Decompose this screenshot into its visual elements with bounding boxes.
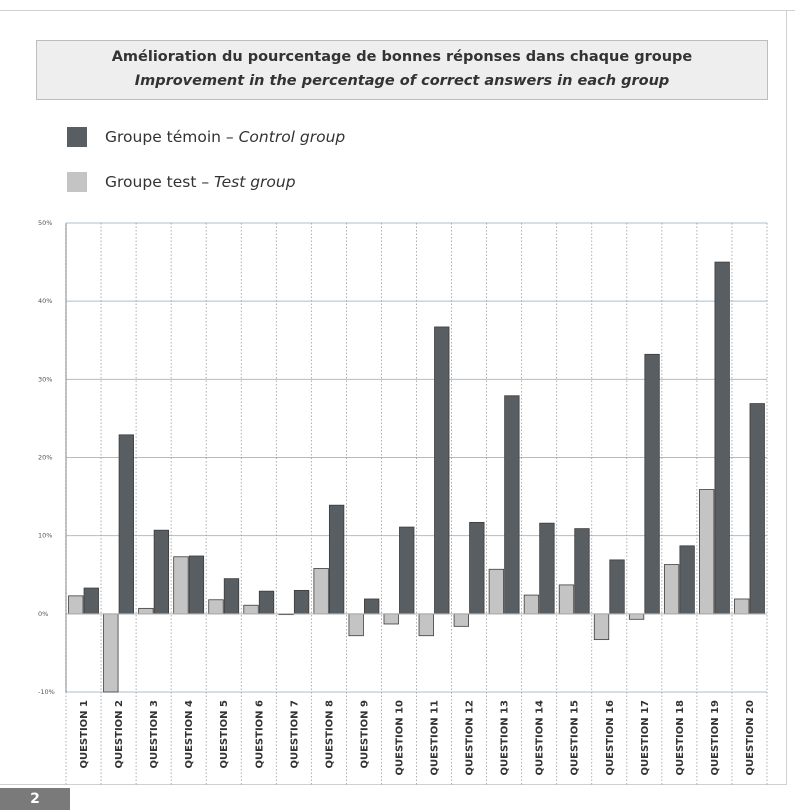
y-tick-label: -10% bbox=[38, 688, 55, 696]
legend-label-control-fr: Groupe témoin bbox=[105, 128, 221, 146]
bar-control bbox=[83, 587, 99, 615]
bar-control bbox=[504, 395, 520, 615]
y-tick-label: 30% bbox=[38, 375, 52, 383]
bar-control bbox=[223, 578, 240, 615]
legend-label-test-dash: – bbox=[201, 173, 210, 191]
legend-label-test-fr: Groupe test bbox=[105, 173, 197, 191]
x-tick-label: QUESTION 13 bbox=[500, 700, 511, 776]
chart-title-english: Improvement in the percentage of correct… bbox=[134, 73, 670, 89]
x-tick-label: QUESTION 10 bbox=[394, 700, 405, 776]
bar-control bbox=[574, 528, 590, 615]
legend-label-test: Groupe test – Test group bbox=[105, 173, 296, 191]
bar-control bbox=[749, 403, 765, 615]
bar-test bbox=[103, 613, 119, 693]
page-top-rule bbox=[0, 10, 795, 11]
x-tick-label: QUESTION 1 bbox=[79, 700, 90, 769]
bar-control bbox=[364, 598, 380, 615]
bar-control bbox=[258, 590, 275, 615]
x-tick-label: QUESTION 17 bbox=[640, 700, 651, 776]
x-tick-label: QUESTION 4 bbox=[184, 700, 195, 769]
bar-test bbox=[348, 613, 364, 637]
x-tick-label: QUESTION 3 bbox=[149, 700, 160, 769]
y-tick-label: 50% bbox=[38, 219, 52, 227]
bar-control bbox=[188, 555, 205, 615]
bar-control bbox=[153, 529, 170, 615]
chart-title-french: Amélioration du pourcentage de bonnes ré… bbox=[111, 49, 693, 65]
x-tick-label: QUESTION 8 bbox=[324, 700, 335, 769]
x-tick-label: QUESTION 18 bbox=[675, 700, 686, 776]
bar-control bbox=[434, 326, 450, 615]
legend-label-control-dash: – bbox=[225, 128, 234, 146]
page-right-rule bbox=[786, 10, 787, 784]
bar-test bbox=[699, 489, 715, 615]
bar-test bbox=[734, 598, 750, 615]
bar-control bbox=[328, 504, 345, 615]
bar-control bbox=[118, 434, 134, 615]
bar-test bbox=[418, 613, 434, 637]
bar-test bbox=[68, 595, 84, 615]
bar-control bbox=[679, 545, 695, 615]
page-number: 2 bbox=[0, 788, 70, 810]
chart-title-box: Amélioration du pourcentage de bonnes ré… bbox=[36, 40, 768, 100]
bar-test bbox=[523, 594, 540, 615]
bar-test bbox=[208, 599, 224, 615]
x-tick-label: QUESTION 11 bbox=[430, 700, 441, 776]
x-tick-label: QUESTION 15 bbox=[570, 700, 581, 776]
x-tick-label: QUESTION 20 bbox=[745, 700, 756, 776]
bar-test bbox=[593, 613, 610, 641]
bar-control bbox=[539, 522, 555, 615]
x-tick-label: QUESTION 9 bbox=[359, 700, 370, 769]
bar-control bbox=[399, 526, 415, 615]
bar-test bbox=[558, 584, 575, 615]
y-tick-label: 40% bbox=[38, 297, 52, 305]
legend-swatch-test bbox=[67, 172, 87, 192]
y-axis-ticks: -10% 0% 10% 20% 30% 40% 50% bbox=[38, 219, 55, 696]
x-axis-labels: QUESTION 1 QUESTION 2 QUESTION 3 QUESTION 4… bbox=[65, 223, 768, 785]
x-tick-label: QUESTION 7 bbox=[289, 700, 300, 769]
bars bbox=[68, 261, 765, 693]
bar-test bbox=[488, 568, 505, 615]
x-tick-label: QUESTION 2 bbox=[114, 700, 125, 769]
page-bottom-rule bbox=[0, 784, 787, 785]
bar-test bbox=[663, 564, 680, 615]
bar-test bbox=[383, 613, 399, 625]
bar-control bbox=[293, 589, 310, 615]
y-tick-label: 10% bbox=[38, 532, 52, 540]
x-tick-label: QUESTION 6 bbox=[254, 700, 265, 769]
x-tick-label: QUESTION 14 bbox=[535, 700, 546, 776]
bar-test bbox=[313, 568, 329, 615]
legend-label-test-en: Test group bbox=[214, 173, 296, 191]
bar-control bbox=[469, 521, 485, 615]
legend-label-control-en: Control group bbox=[238, 128, 346, 146]
y-tick-label: 0% bbox=[38, 610, 48, 618]
bar-control bbox=[644, 353, 660, 615]
bar-control bbox=[714, 261, 730, 615]
bar-test bbox=[453, 613, 469, 627]
x-tick-label: QUESTION 12 bbox=[465, 700, 476, 776]
bar-control bbox=[609, 559, 625, 615]
x-tick-label: QUESTION 16 bbox=[605, 700, 616, 776]
bar-test bbox=[173, 556, 189, 615]
bar-test bbox=[628, 613, 645, 620]
x-tick-label: QUESTION 19 bbox=[710, 700, 721, 776]
y-tick-label: 20% bbox=[38, 454, 52, 462]
bar-test bbox=[138, 607, 154, 615]
bar-chart: -10%0%10%20%30%40%50% QUESTION 1 QUESTION… bbox=[38, 219, 768, 785]
x-tick-label: QUESTION 5 bbox=[219, 700, 230, 769]
legend-swatch-control bbox=[67, 127, 87, 147]
legend-label-control: Groupe témoin – Control group bbox=[105, 128, 345, 146]
bar-test bbox=[243, 604, 259, 615]
